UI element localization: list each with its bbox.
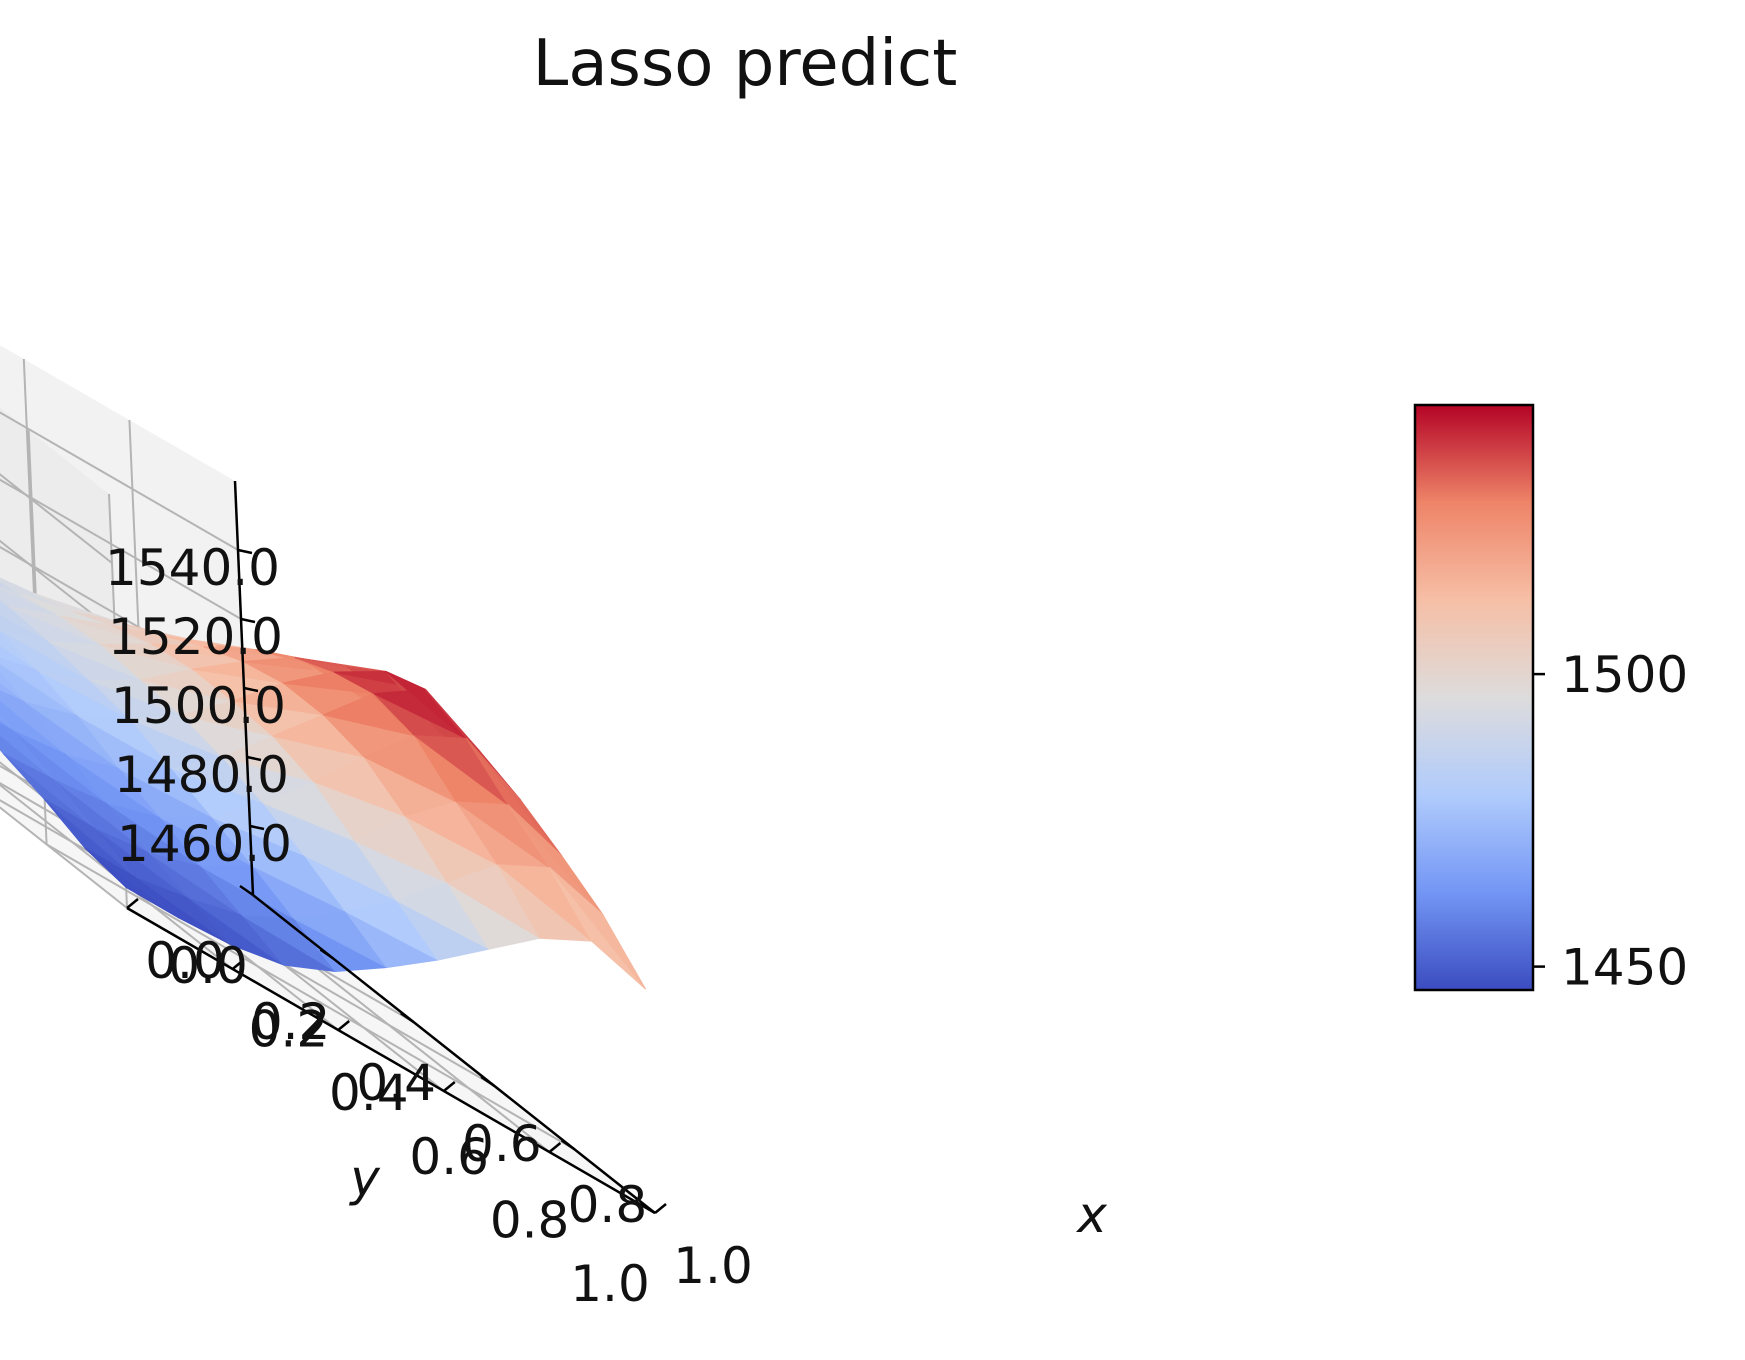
colorbar-tick-label: 1450 (1561, 939, 1688, 997)
z-tick-label: 1500.0 (111, 677, 286, 735)
grid-line-z (0, 539, 116, 633)
x-tick-mark (654, 1203, 667, 1214)
y-tick-mark (319, 948, 335, 960)
z-tick-mark (240, 617, 256, 624)
x-tick-label: 0.8 (568, 1176, 648, 1234)
x-axis-ticks: 0.00.20.40.60.81.0 (126, 898, 753, 1295)
colorbar-ticks: 1450 1500 (1533, 646, 1688, 997)
y-tick-mark (400, 1012, 415, 1024)
y-tick-mark (480, 1075, 495, 1087)
z-tick-mark (237, 548, 253, 555)
colorbar: 1450 1500 (1413, 403, 1688, 997)
colorbar-gradient (1413, 403, 1535, 992)
z-tick-label: 1460.0 (117, 815, 292, 873)
y-tick-mark (641, 1202, 656, 1215)
y-axis-label: y (348, 1149, 381, 1207)
grid-line-z (0, 411, 239, 551)
z-tick-label: 1540.0 (105, 539, 280, 597)
surface-facet (549, 867, 646, 990)
x-tick-mark (443, 1081, 456, 1092)
x-tick-mark (126, 898, 139, 909)
x-tick-label: 0.2 (251, 993, 331, 1051)
z-tick-mark (243, 686, 259, 693)
x-tick-label: 0.6 (462, 1115, 542, 1173)
surface-facet (507, 804, 604, 917)
x-axis-label: x (1075, 1186, 1107, 1244)
z-tick-label: 1480.0 (114, 746, 289, 804)
x-tick-label: 0.0 (145, 932, 225, 990)
x-tick-label: 0.4 (356, 1054, 436, 1112)
y-tick-mark (239, 884, 254, 897)
z-tick-label: 1520.0 (108, 608, 283, 666)
grid-line-x (0, 783, 234, 970)
y-tick-label: 0.0 (168, 937, 248, 995)
y-tick-label: 0.4 (329, 1064, 409, 1122)
y-axis-line (252, 894, 656, 1214)
x-tick-mark (548, 1142, 562, 1153)
x-axis-line (126, 906, 656, 1215)
chart-title: Lasso predict (533, 27, 958, 101)
z-axis-ticks: 1460.0 1480.0 1500.0 1520.0 1540.0 (105, 539, 292, 873)
x-tick-label: 1.0 (673, 1237, 753, 1295)
y-tick-label: 0.2 (249, 1001, 329, 1059)
y-tick-label: 0.6 (409, 1128, 489, 1186)
y-tick-label: 1.0 (570, 1255, 650, 1313)
surface-mesh (0, 577, 646, 990)
grid-line-z (0, 478, 242, 620)
x-tick-mark (337, 1020, 350, 1031)
y-axis-ticks: 0.00.20.40.60.81.0 (168, 884, 656, 1313)
y-tick-mark (560, 1139, 576, 1151)
z-tick-mark (249, 824, 265, 831)
z-tick-mark (246, 755, 262, 762)
grid-line-z (0, 473, 113, 564)
y-tick-label: 0.8 (490, 1191, 570, 1249)
colorbar-tick-label: 1500 (1561, 646, 1688, 704)
grid-line-y (46, 843, 576, 1151)
surface-facet (465, 737, 563, 857)
grid-line-x (0, 806, 128, 909)
x-tick-mark (231, 959, 245, 970)
